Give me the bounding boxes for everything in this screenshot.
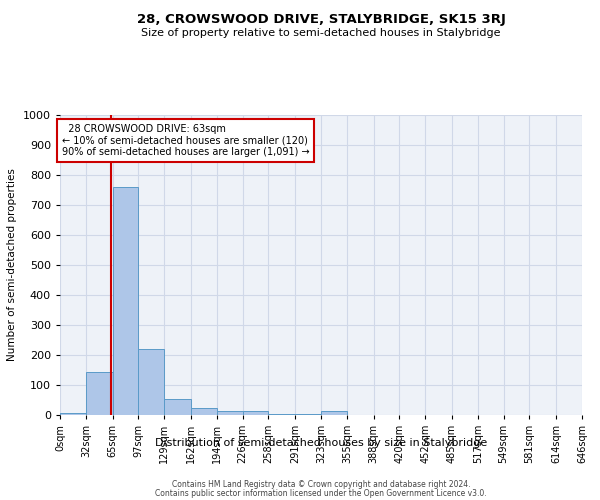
Bar <box>268 414 295 415</box>
Bar <box>164 398 191 415</box>
Bar <box>242 412 268 415</box>
Bar <box>139 349 164 415</box>
Bar <box>60 412 86 415</box>
Bar <box>86 372 113 415</box>
Bar <box>191 408 217 415</box>
Bar <box>113 187 139 415</box>
Text: Contains HM Land Registry data © Crown copyright and database right 2024.: Contains HM Land Registry data © Crown c… <box>172 480 470 489</box>
Bar <box>217 411 242 415</box>
Bar <box>295 414 321 415</box>
Text: Size of property relative to semi-detached houses in Stalybridge: Size of property relative to semi-detach… <box>141 28 501 38</box>
Text: Contains public sector information licensed under the Open Government Licence v3: Contains public sector information licen… <box>155 489 487 498</box>
Text: Distribution of semi-detached houses by size in Stalybridge: Distribution of semi-detached houses by … <box>155 438 487 448</box>
Text: 28 CROWSWOOD DRIVE: 63sqm
← 10% of semi-detached houses are smaller (120)
90% of: 28 CROWSWOOD DRIVE: 63sqm ← 10% of semi-… <box>62 124 309 157</box>
Y-axis label: Number of semi-detached properties: Number of semi-detached properties <box>7 168 17 362</box>
Text: 28, CROWSWOOD DRIVE, STALYBRIDGE, SK15 3RJ: 28, CROWSWOOD DRIVE, STALYBRIDGE, SK15 3… <box>137 12 505 26</box>
Bar <box>321 412 347 415</box>
